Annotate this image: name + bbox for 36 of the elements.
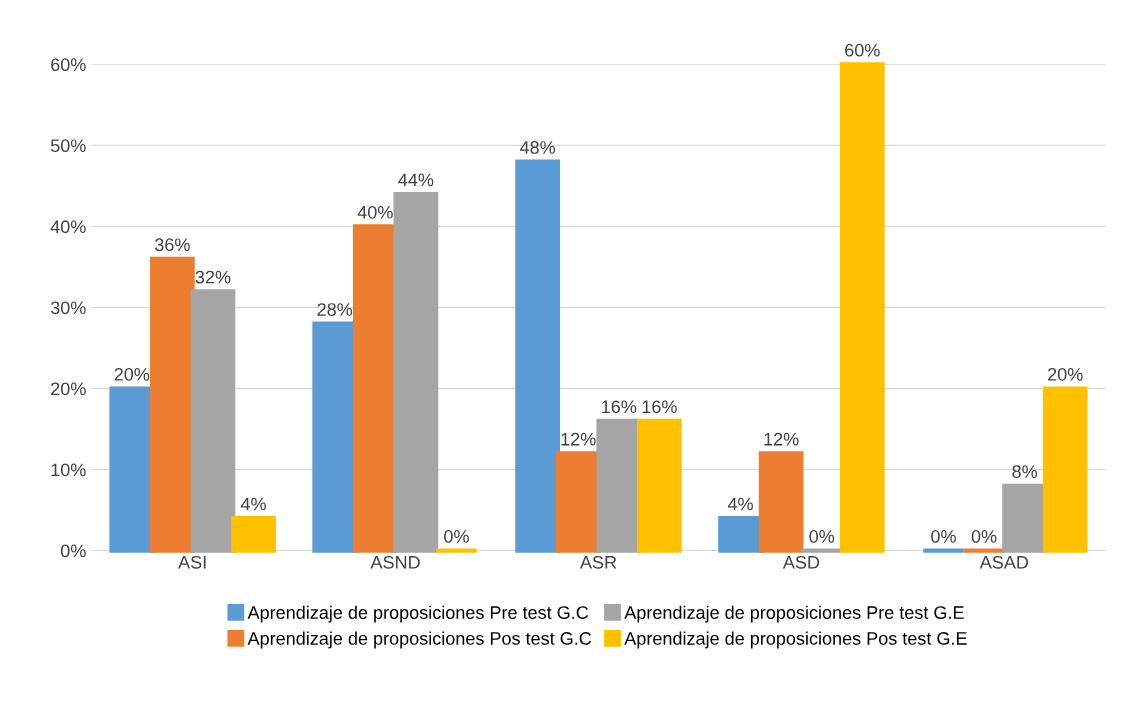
data-label: 16% bbox=[602, 400, 637, 414]
x-tick-label: ASND bbox=[370, 555, 420, 569]
data-label: 60% bbox=[845, 43, 880, 57]
y-tick-label: 10% bbox=[51, 463, 86, 477]
data-label: 28% bbox=[317, 303, 353, 316]
y-tick-label: 30% bbox=[50, 301, 86, 315]
legend-label: Aprendizaje de proposiciones Pre test G.E bbox=[624, 605, 964, 623]
data-label: 32% bbox=[195, 270, 231, 284]
data-label: 0% bbox=[971, 530, 997, 543]
data-label: 0% bbox=[444, 530, 469, 543]
data-label: 20% bbox=[114, 367, 150, 381]
data-label: 16% bbox=[642, 400, 677, 414]
data-label: 12% bbox=[561, 432, 596, 446]
data-label: 40% bbox=[357, 205, 393, 219]
data-label: 48% bbox=[519, 141, 556, 154]
data-label: 0% bbox=[931, 530, 956, 543]
x-tick-label: ASAD bbox=[979, 555, 1029, 569]
legend-label: Aprendizaje de proposiciones Pos test G.E bbox=[624, 631, 967, 649]
data-label: 36% bbox=[154, 238, 190, 252]
data-label: 12% bbox=[764, 432, 799, 446]
data-label: 20% bbox=[1048, 367, 1083, 381]
y-tick-label: 60% bbox=[51, 58, 86, 72]
y-tick-label: 40% bbox=[50, 220, 86, 234]
y-tick-label: 0% bbox=[60, 544, 86, 558]
x-tick-label: ASI bbox=[178, 555, 206, 569]
data-label: 4% bbox=[727, 497, 753, 511]
data-label: 8% bbox=[1012, 465, 1038, 478]
data-label: 44% bbox=[398, 173, 434, 187]
x-tick-label: ASR bbox=[579, 555, 617, 569]
data-label: 0% bbox=[809, 530, 835, 543]
x-tick-label: ASD bbox=[782, 555, 820, 569]
legend-label: Aprendizaje de proposiciones Pre test G.C bbox=[247, 605, 589, 623]
legend-label: Aprendizaje de proposiciones Pos test G.C bbox=[247, 631, 592, 649]
data-label: 4% bbox=[240, 497, 266, 511]
y-tick-label: 20% bbox=[51, 382, 86, 396]
y-tick-label: 50% bbox=[50, 139, 86, 153]
